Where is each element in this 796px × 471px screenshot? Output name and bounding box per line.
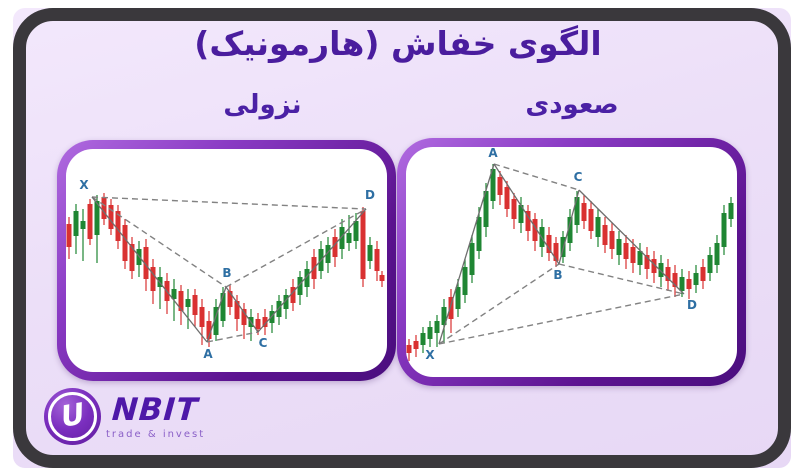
outer-frame xyxy=(13,8,791,468)
bearish-candlestick-chart: X A B C D xyxy=(66,178,385,361)
logo-wordmark: NBIT trade & invest xyxy=(106,392,206,440)
logo-letter-u: U xyxy=(57,396,88,434)
svg-text:X: X xyxy=(79,178,89,192)
unbit-logo: U NBIT trade & invest xyxy=(44,388,205,445)
bullish-candlestick-chart: X A B C D xyxy=(406,147,734,362)
svg-text:X: X xyxy=(425,348,435,362)
svg-text:D: D xyxy=(365,188,375,202)
bullish-chart-panel: X A B C D xyxy=(397,138,746,386)
bearish-chart-panel: X A B C D xyxy=(57,140,396,381)
label-bullish: صعودی xyxy=(525,90,619,120)
bullish-chart-canvas: X A B C D xyxy=(406,147,737,377)
svg-text:C: C xyxy=(574,170,583,184)
svg-text:C: C xyxy=(259,336,268,350)
svg-text:A: A xyxy=(488,147,498,160)
unbit-logo-icon: U xyxy=(44,388,101,445)
svg-text:B: B xyxy=(222,266,231,280)
label-bearish: نزولی xyxy=(223,90,302,120)
svg-text:D: D xyxy=(687,298,697,312)
svg-text:B: B xyxy=(553,268,562,282)
page-title: الگوی خفاش (هارمونیک) xyxy=(194,24,602,63)
bearish-chart-canvas: X A B C D xyxy=(66,149,387,372)
svg-text:A: A xyxy=(203,347,213,361)
logo-brand-text: NBIT xyxy=(111,392,200,428)
logo-tagline: trade & invest xyxy=(106,429,206,440)
